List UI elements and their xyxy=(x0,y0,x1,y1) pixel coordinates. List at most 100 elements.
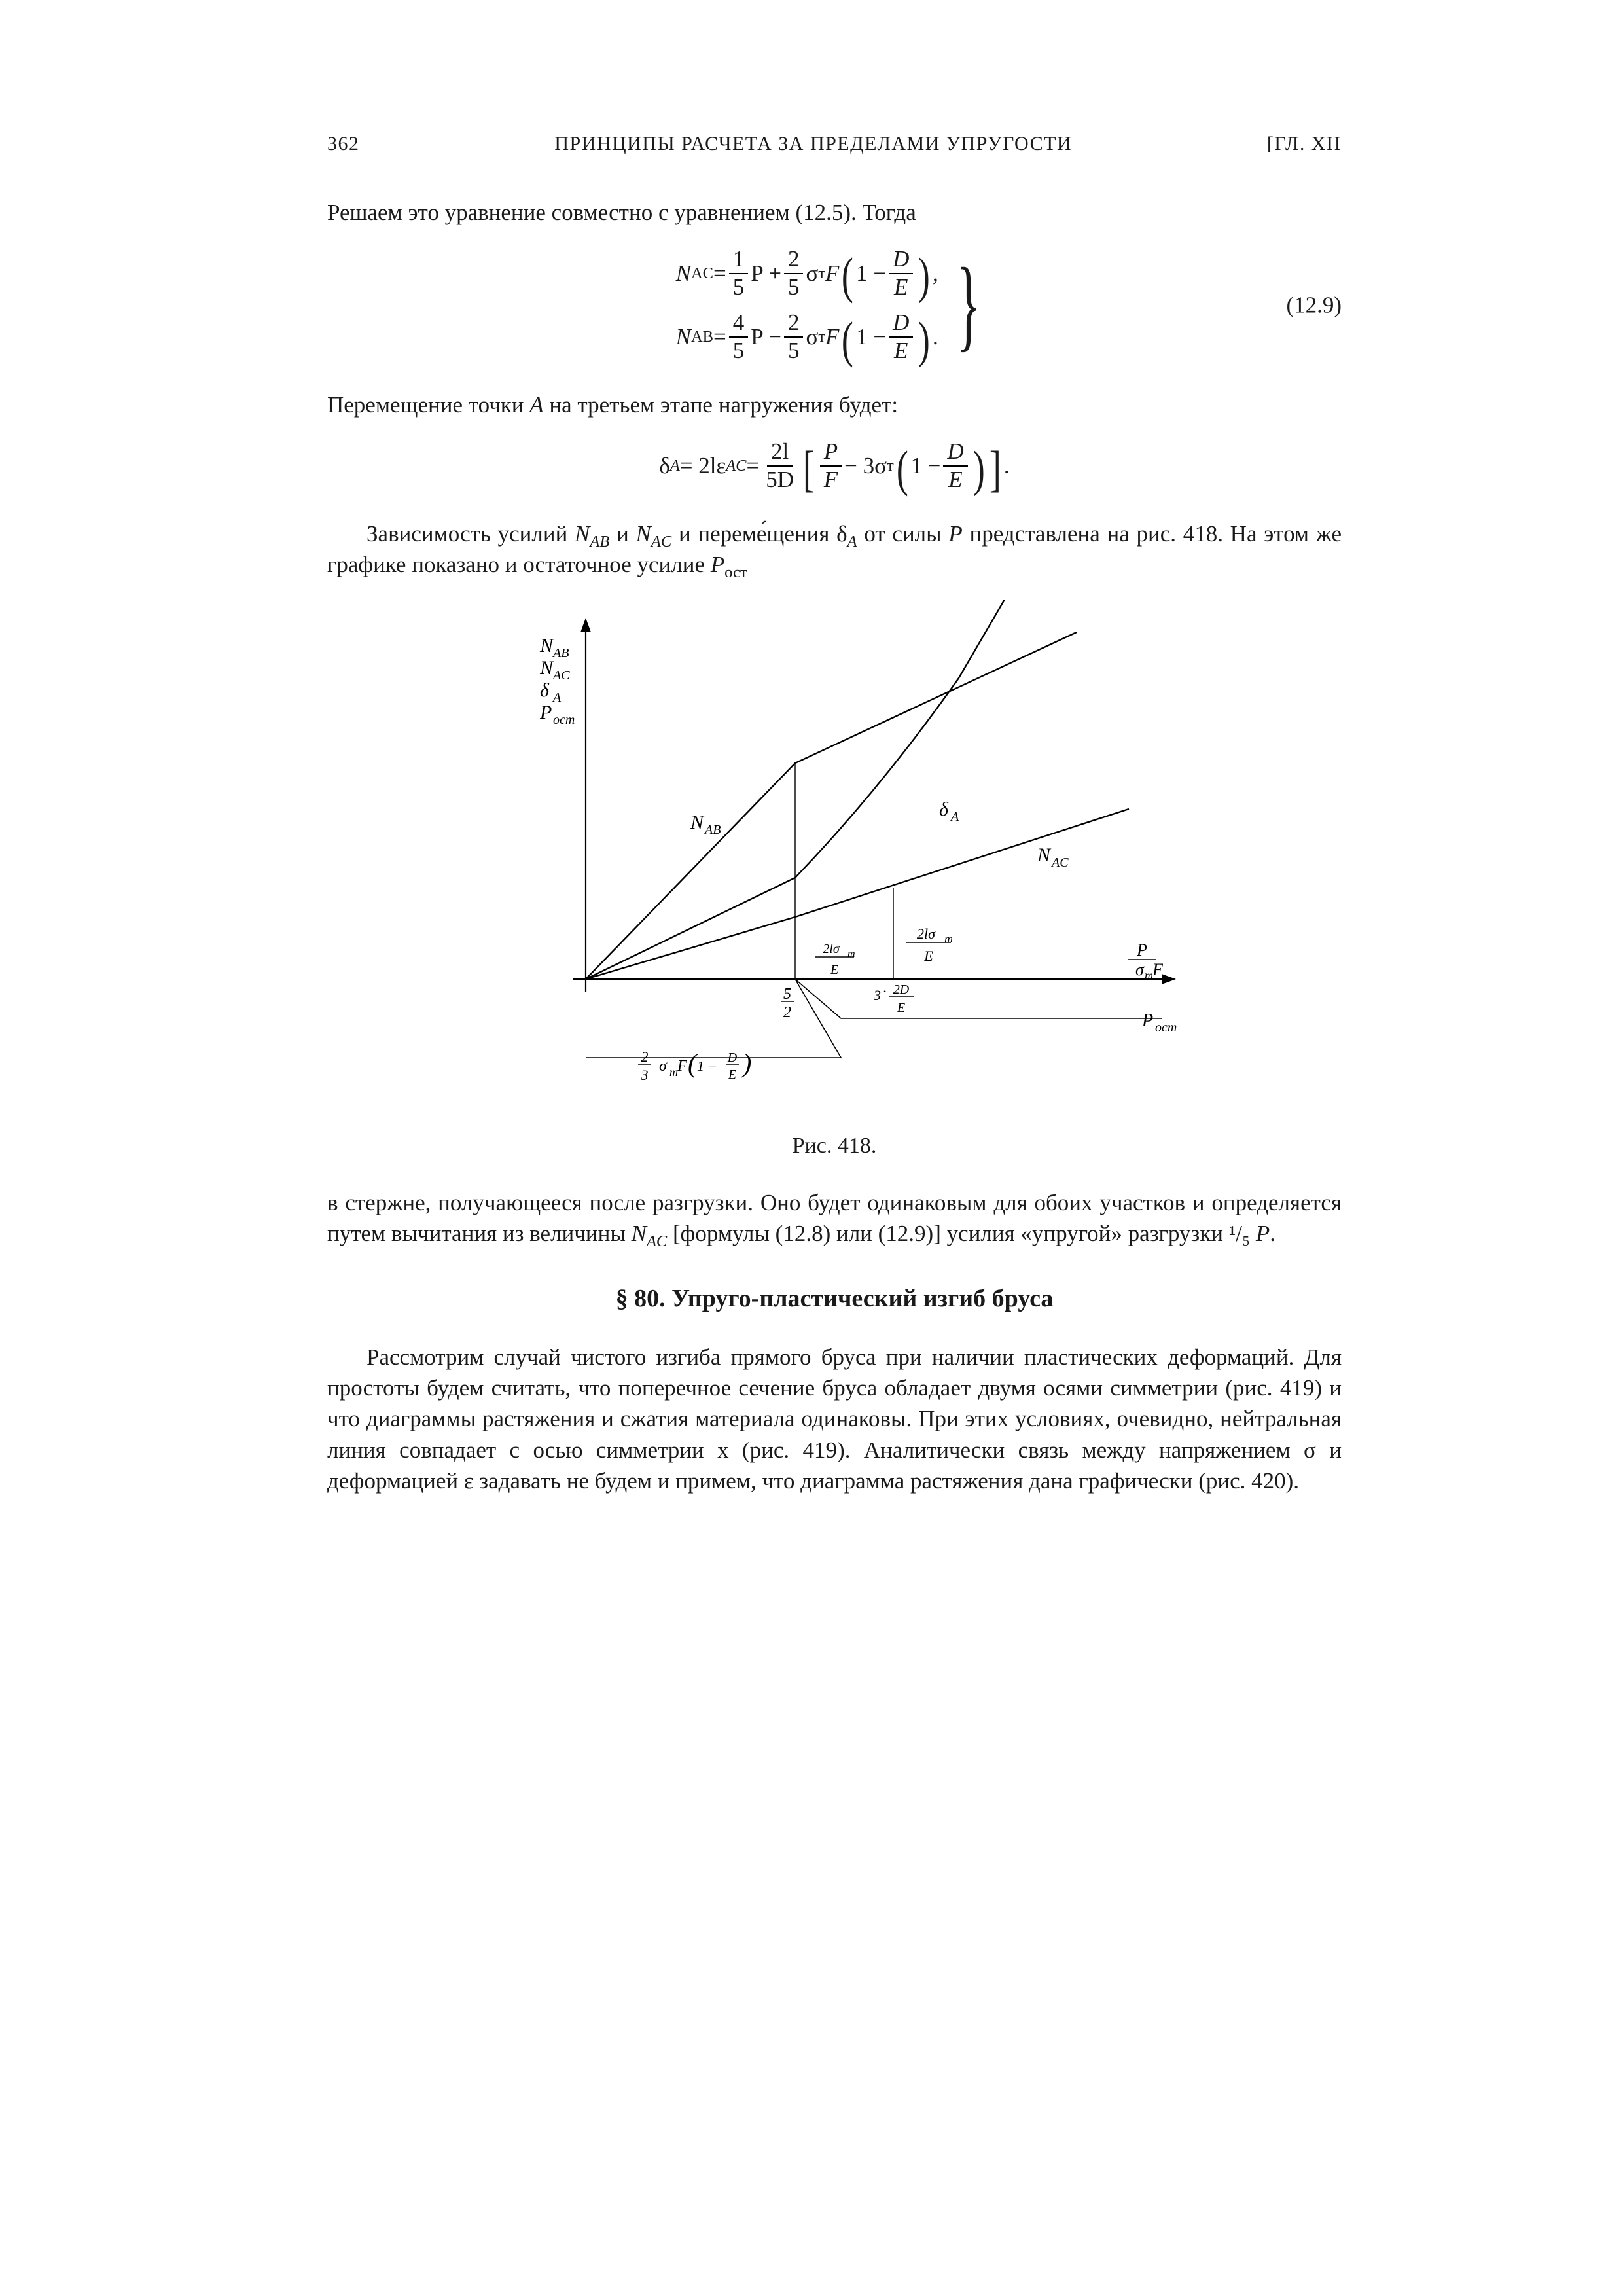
svg-text:AC: AC xyxy=(552,668,570,683)
eq-den: 5 xyxy=(729,338,749,363)
eq-den: E xyxy=(894,274,908,300)
text: ¹/₅ xyxy=(1229,1221,1250,1246)
sym: P xyxy=(1250,1221,1270,1246)
eq-sym: δ xyxy=(659,450,670,481)
eq-op: = xyxy=(747,450,760,481)
eq-text: 1 − xyxy=(856,258,886,289)
sub: A xyxy=(847,533,857,550)
text: на третьем этапе нагружения будет: xyxy=(544,392,898,418)
eq-num: P xyxy=(824,439,838,464)
svg-text:P: P xyxy=(1136,941,1147,960)
header-chapter: [ГЛ. XII xyxy=(1267,131,1342,158)
section-80-title: § 80. Упруго-пластический изгиб бруса xyxy=(327,1282,1342,1316)
equation-number: (12.9) xyxy=(1286,290,1342,321)
svg-text:P: P xyxy=(539,702,552,723)
page-header: 362 ПРИНЦИПЫ РАСЧЕТА ЗА ПРЕДЕЛАМИ УПРУГО… xyxy=(327,131,1342,158)
eq-den: E xyxy=(948,467,962,492)
eq-num: 2l xyxy=(767,440,793,467)
svg-text:2: 2 xyxy=(641,1049,649,1065)
eq-text: P − xyxy=(751,321,781,352)
page: 362 ПРИНЦИПЫ РАСЧЕТА ЗА ПРЕДЕЛАМИ УПРУГО… xyxy=(0,0,1623,1639)
svg-text:A: A xyxy=(950,810,959,824)
sym: N xyxy=(575,521,590,547)
text: от силы xyxy=(864,521,948,547)
svg-text:3: 3 xyxy=(641,1067,649,1083)
svg-text:F: F xyxy=(677,1058,687,1075)
svg-text:A: A xyxy=(552,691,562,705)
svg-text:N: N xyxy=(690,812,705,833)
eq-text: , xyxy=(933,258,938,289)
sym: N xyxy=(632,1221,647,1246)
paragraph-after-figure: в стержне, получающееся после разгрузки.… xyxy=(327,1187,1342,1249)
svg-text:т: т xyxy=(944,932,953,945)
eq-den: 5 xyxy=(784,274,804,300)
eq-num: 2 xyxy=(784,247,804,274)
svg-text:AC: AC xyxy=(1050,855,1069,870)
sym: N xyxy=(636,521,651,547)
eq-num: D xyxy=(947,439,963,464)
eq-sub: AC xyxy=(726,457,746,475)
sub: AC xyxy=(647,1232,667,1250)
svg-text:1 −: 1 − xyxy=(697,1058,717,1074)
eq-num: D xyxy=(893,246,909,272)
brace-icon: } xyxy=(956,259,981,351)
text: Зависимость усилий xyxy=(366,521,575,547)
svg-text:AB: AB xyxy=(704,823,721,837)
svg-text:N: N xyxy=(539,635,554,656)
eq-num: 4 xyxy=(729,311,749,338)
figure-418: NABNACδAPостNABNACδAPσтFPост522lσтE2lσтE… xyxy=(327,600,1342,1118)
svg-text:N: N xyxy=(1037,844,1052,866)
eq-text: 1 − xyxy=(856,321,886,352)
svg-text:5: 5 xyxy=(783,986,791,1003)
eq-text: σ xyxy=(806,258,818,289)
equation-12-9-line1: NAC = 15 P + 25 σтF ( 1 − DE ), xyxy=(676,247,938,300)
svg-text:2lσ: 2lσ xyxy=(823,942,840,956)
equation-12-9: NAC = 15 P + 25 σтF ( 1 − DE ), NAB = 45 xyxy=(327,247,1342,363)
eq-den: E xyxy=(894,338,908,363)
text: и xyxy=(616,521,635,547)
svg-text:ост: ост xyxy=(1155,1020,1177,1035)
eq-num: D xyxy=(893,310,909,335)
eq-num: 2 xyxy=(784,311,804,338)
svg-text:): ) xyxy=(741,1049,751,1078)
figure-418-caption: Рис. 418. xyxy=(327,1131,1342,1161)
eq-sym: F xyxy=(825,321,839,352)
eq-sym: N xyxy=(676,321,691,352)
svg-text:D: D xyxy=(727,1050,738,1065)
eq-sym: F xyxy=(825,258,839,289)
eq-text: P + xyxy=(751,258,781,289)
eq-text: = 2lε xyxy=(680,450,726,481)
eq-sub: A xyxy=(670,457,680,475)
svg-text:F: F xyxy=(1152,960,1164,979)
svg-text:2D: 2D xyxy=(893,982,910,997)
eq-text: 1 − xyxy=(910,450,940,481)
svg-text:т: т xyxy=(847,948,855,960)
text: Перемещение точки xyxy=(327,392,529,418)
section-80-body: Рассмотрим случай чистого изгиба прямого… xyxy=(327,1342,1342,1496)
equation-delta-a: δA = 2lεAC = 2l5D [ PF − 3σт ( 1 − DE ) … xyxy=(327,440,1342,492)
svg-text:P: P xyxy=(1141,1011,1153,1031)
paragraph-figure-intro: Зависимость усилий NAB и NAC и переме́ще… xyxy=(327,518,1342,581)
sym: P xyxy=(711,552,724,577)
paragraph-displacement: Перемещение точки A на третьем этапе наг… xyxy=(327,389,1342,420)
svg-text:N: N xyxy=(539,657,554,679)
eq-text: σ xyxy=(806,321,818,352)
svg-text:σ: σ xyxy=(659,1058,668,1075)
svg-text:E: E xyxy=(728,1067,736,1082)
eq-text: . xyxy=(933,321,938,352)
svg-text:2: 2 xyxy=(783,1004,791,1021)
equation-12-9-line2: NAB = 45 P − 25 σтF ( 1 − DE ). xyxy=(676,311,938,363)
figure-418-svg: NABNACδAPостNABNACδAPσтFPост522lσтE2lσтE… xyxy=(474,600,1194,1110)
eq-sym: N xyxy=(676,258,691,289)
eq-op: = xyxy=(713,258,726,289)
svg-text:·: · xyxy=(883,983,887,999)
svg-text:E: E xyxy=(830,963,838,977)
svg-text:2lσ: 2lσ xyxy=(917,925,936,942)
eq-op: = xyxy=(713,321,726,352)
sym: P xyxy=(948,521,962,547)
svg-text:E: E xyxy=(897,1001,905,1015)
sub: AB xyxy=(590,533,609,550)
eq-den: 5 xyxy=(729,274,749,300)
text: . xyxy=(1270,1221,1275,1246)
svg-text:δ: δ xyxy=(540,679,550,701)
